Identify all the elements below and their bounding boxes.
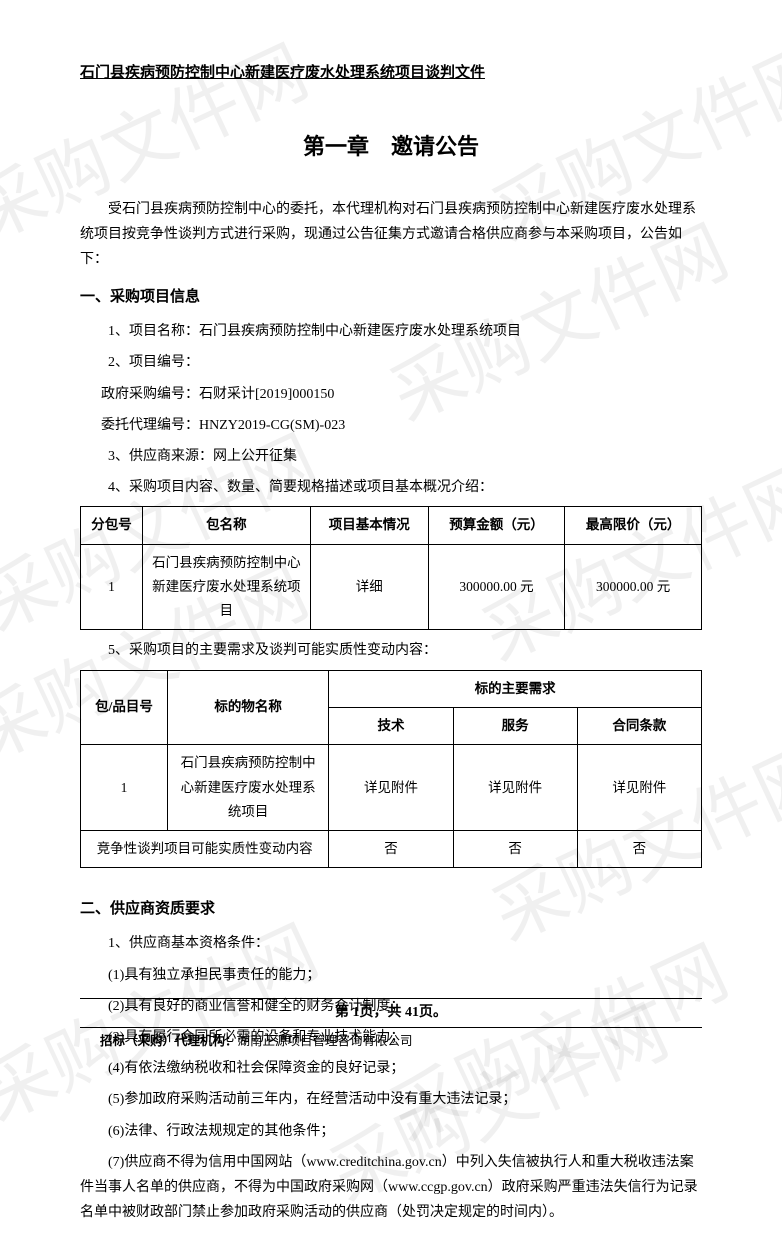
requirements-line: 5、采购项目的主要需求及谈判可能实质性变动内容：: [80, 638, 702, 663]
supplier-source-line: 3、供应商来源：网上公开征集: [80, 444, 702, 469]
th-subject-name: 标的物名称: [167, 670, 328, 745]
cell: 1: [81, 745, 168, 831]
agency-name: 湖南正源项目管理咨询有限公司: [238, 1034, 413, 1048]
cell-change-label: 竞争性谈判项目可能实质性变动内容: [81, 831, 329, 868]
intro-paragraph: 受石门县疾病预防控制中心的委托，本代理机构对石门县疾病预防控制中心新建医疗废水处…: [80, 197, 702, 273]
qual-7: (7)供应商不得为信用中国网站（www.creditchina.gov.cn）中…: [80, 1150, 702, 1226]
requirements-table: 包/品目号 标的物名称 标的主要需求 技术 服务 合同条款 1 石门县疾病预防控…: [80, 670, 702, 869]
th-package-no: 分包号: [81, 507, 143, 544]
th-service: 服务: [453, 707, 577, 744]
project-code-line: 2、项目编号：: [80, 350, 702, 375]
agency-label: 招标（采购）代理机构：: [100, 1034, 238, 1048]
qual-5: (5)参加政府采购活动前三年内，在经营活动中没有重大违法记录；: [80, 1087, 702, 1112]
project-content-line: 4、采购项目内容、数量、简要规格描述或项目基本概况介绍：: [80, 475, 702, 500]
table-header-row: 包/品目号 标的物名称 标的主要需求: [81, 670, 702, 707]
section-1-heading: 一、采购项目信息: [80, 284, 702, 311]
table-header-row: 分包号 包名称 项目基本情况 预算金额（元） 最高限价（元）: [81, 507, 702, 544]
page-number: 第 1页，共 41页。: [80, 998, 702, 1027]
cell: 300000.00 元: [565, 544, 702, 630]
cell: 详细: [310, 544, 428, 630]
agency-line: 招标（采购）代理机构：湖南正源项目管理咨询有限公司: [80, 1028, 702, 1053]
qual-1: (1)具有独立承担民事责任的能力；: [80, 963, 702, 988]
th-max-price: 最高限价（元）: [565, 507, 702, 544]
th-package-name: 包名称: [143, 507, 311, 544]
qual-4: (4)有依法缴纳税收和社会保障资金的良好记录；: [80, 1056, 702, 1081]
cell: 1: [81, 544, 143, 630]
cell: 否: [453, 831, 577, 868]
th-main-req: 标的主要需求: [329, 670, 702, 707]
cell: 详见附件: [577, 745, 701, 831]
th-tech: 技术: [329, 707, 453, 744]
cell: 详见附件: [329, 745, 453, 831]
agent-code: 委托代理编号：HNZY2019-CG(SM)-023: [80, 413, 702, 438]
cell: 详见附件: [453, 745, 577, 831]
th-basic-info: 项目基本情况: [310, 507, 428, 544]
document-header-title: 石门县疾病预防控制中心新建医疗废水处理系统项目谈判文件: [80, 60, 702, 87]
section-2-heading: 二、供应商资质要求: [80, 896, 702, 923]
table-row: 1 石门县疾病预防控制中心新建医疗废水处理系统项目 详见附件 详见附件 详见附件: [81, 745, 702, 831]
table-row: 1 石门县疾病预防控制中心新建医疗废水处理系统项目 详细 300000.00 元…: [81, 544, 702, 630]
cell: 否: [329, 831, 453, 868]
qual-6: (6)法律、行政法规规定的其他条件；: [80, 1119, 702, 1144]
qualification-intro: 1、供应商基本资格条件：: [80, 931, 702, 956]
th-item-no: 包/品目号: [81, 670, 168, 745]
th-contract: 合同条款: [577, 707, 701, 744]
th-budget: 预算金额（元）: [428, 507, 565, 544]
cell: 否: [577, 831, 701, 868]
chapter-title: 第一章 邀请公告: [80, 127, 702, 167]
gov-procurement-code: 政府采购编号：石财采计[2019]000150: [80, 382, 702, 407]
page-footer: 第 1页，共 41页。 招标（采购）代理机构：湖南正源项目管理咨询有限公司: [80, 998, 702, 1052]
cell: 300000.00 元: [428, 544, 565, 630]
cell: 石门县疾病预防控制中心新建医疗废水处理系统项目: [143, 544, 311, 630]
cell: 石门县疾病预防控制中心新建医疗废水处理系统项目: [167, 745, 328, 831]
table-row: 竞争性谈判项目可能实质性变动内容 否 否 否: [81, 831, 702, 868]
package-table: 分包号 包名称 项目基本情况 预算金额（元） 最高限价（元） 1 石门县疾病预防…: [80, 506, 702, 630]
project-name-line: 1、项目名称：石门县疾病预防控制中心新建医疗废水处理系统项目: [80, 319, 702, 344]
